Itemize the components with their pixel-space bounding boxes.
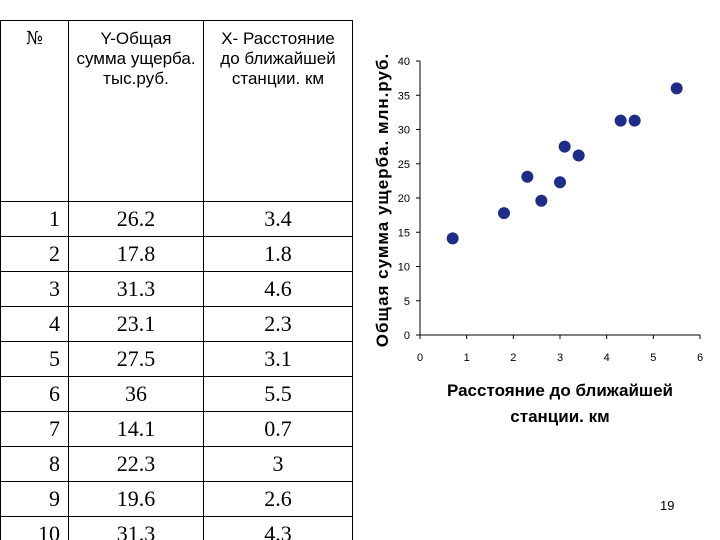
header-x-distance: X- Расстояние до ближайшей станции. км [203,20,353,202]
y-value-cell: 31.3 [68,516,204,540]
x-value-cell: 3.1 [203,341,353,377]
x-tick-label: 0 [417,352,423,364]
y-value-cell: 26.2 [68,201,204,237]
scatter-point [521,170,534,183]
scatter-point [558,140,571,153]
data-table-container: № Y-Общая сумма ущерба. тыс.руб. X- Расс… [0,20,353,540]
x-value-cell: 2.3 [203,306,353,342]
x-tick-label: 4 [604,352,610,364]
header-y-damage: Y-Общая сумма ущерба. тыс.руб. [68,20,204,202]
header-number: № [0,20,69,202]
x-value-cell: 2.6 [203,481,353,517]
y-tick-label: 40 [398,56,410,68]
x-tick-label: 2 [510,352,516,364]
y-tick-label: 5 [404,296,410,308]
scatter-point [498,207,510,220]
x-value-cell: 3.4 [203,201,353,237]
scatter-chart: 0 5 10 15 20 25 30 35 40 0 1 2 3 4 5 6 Общая сумма ущерб… [373,53,703,426]
table-header-row: № Y-Общая сумма ущерба. тыс.руб. X- Расс… [0,20,353,202]
y-tick-label: 15 [398,227,410,239]
row-number-cell: 2 [0,236,69,272]
y-tick-label: 30 [398,125,410,137]
y-value-cell: 19.6 [68,481,204,517]
table-row: 1 26.2 3.4 [0,201,353,237]
y-axis-label: Общая сумма ущерба. млн.руб. [373,53,392,347]
y-tick-label: 20 [398,193,410,205]
y-value-cell: 31.3 [68,271,204,307]
table-row: 5 27.5 3.1 [0,341,353,377]
table-row: 7 14.1 0.7 [0,411,353,447]
x-axis-label: Расстояние до ближайшей станции. км [447,381,673,426]
data-table: № Y-Общая сумма ущерба. тыс.руб. X- Расс… [0,20,353,540]
x-tick-label: 1 [464,352,470,364]
x-value-cell: 3 [203,446,353,482]
scatter-point [572,149,585,162]
x-value-cell: 4.6 [203,271,353,307]
row-number-cell: 8 [0,446,69,482]
table-row: 6 36 5.5 [0,376,353,412]
table-row: 8 22.3 3 [0,446,353,482]
row-number-cell: 9 [0,481,69,517]
row-number-cell: 3 [0,271,69,307]
scatter-point [446,232,459,245]
y-value-cell: 14.1 [68,411,204,447]
page-number: 19 [660,498,675,513]
y-value-cell: 22.3 [68,446,204,482]
row-number-cell: 5 [0,341,69,377]
table-row: 4 23.1 2.3 [0,306,353,342]
y-tick-label: 10 [398,262,410,274]
table-row: 10 31.3 4.3 [0,516,353,540]
row-number-cell: 10 [0,516,69,540]
y-value-cell: 17.8 [68,236,204,272]
x-value-cell: 1.8 [203,236,353,272]
scatter-point [535,194,548,207]
row-number-cell: 6 [0,376,69,412]
scatter-point [614,114,627,127]
scatter-point [554,176,566,189]
y-value-cell: 36 [68,376,204,412]
row-number-cell: 1 [0,201,69,237]
x-value-cell: 5.5 [203,376,353,412]
table-row: 2 17.8 1.8 [0,236,353,272]
y-value-cell: 27.5 [68,341,204,377]
table-row: 3 31.3 4.6 [0,271,353,307]
x-value-cell: 4.3 [203,516,353,540]
x-tick-label: 5 [650,352,656,364]
y-value-cell: 23.1 [68,306,204,342]
scatter-point [628,114,641,127]
x-tick-label: 6 [697,352,703,364]
table-row: 9 19.6 2.6 [0,481,353,517]
y-tick-label: 25 [398,159,410,171]
y-tick-label: 35 [398,90,410,102]
row-number-cell: 4 [0,306,69,342]
scatter-point [670,82,683,95]
x-value-cell: 0.7 [203,411,353,447]
x-tick-label: 3 [557,352,563,364]
y-tick-label: 0 [404,330,410,342]
row-number-cell: 7 [0,411,69,447]
table-body: 1 26.2 3.4 2 17.8 1.8 3 31.3 4.6 4 23.1 2.3 5 27.5 3.1… [0,201,353,540]
